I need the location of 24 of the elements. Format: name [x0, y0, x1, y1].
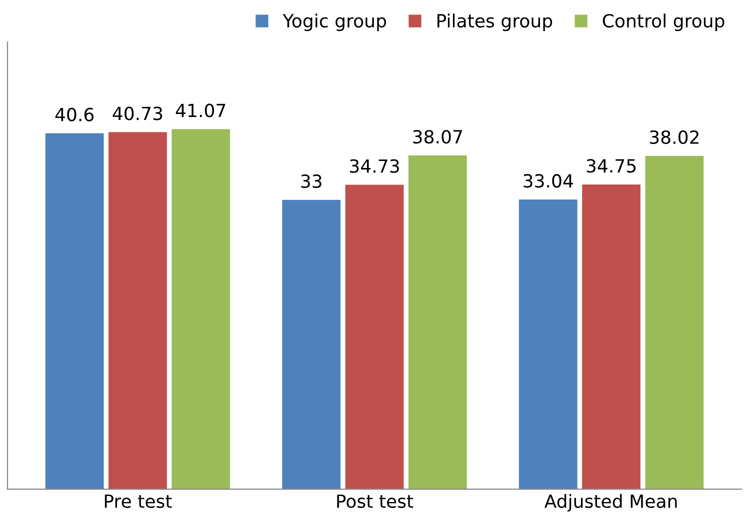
bar — [108, 132, 167, 490]
data-label: 41.07 — [176, 104, 226, 118]
data-label: 40.73 — [112, 106, 162, 120]
legend-label: Yogic group — [282, 14, 386, 32]
data-label: 38.07 — [413, 130, 462, 144]
bar — [582, 184, 640, 490]
bar — [282, 200, 341, 490]
data-label: 38.02 — [650, 130, 698, 144]
x-tick-label: Adjusted Mean — [544, 494, 677, 512]
bar — [45, 133, 104, 490]
x-tick-label: Pre test — [104, 494, 172, 508]
data-label: 33 — [301, 174, 322, 188]
bar — [645, 156, 704, 490]
bar — [172, 129, 230, 490]
legend-label: Pilates group — [438, 14, 552, 32]
bar — [518, 200, 578, 490]
bar — [345, 184, 404, 490]
data-label: 34.75 — [586, 159, 636, 173]
legend-label: Control group — [602, 14, 724, 32]
data-label: 34.73 — [350, 159, 399, 173]
bar — [408, 155, 467, 490]
data-label: 33.04 — [524, 174, 573, 188]
x-tick-label: Post test — [337, 494, 414, 508]
data-label: 40.6 — [55, 108, 94, 122]
